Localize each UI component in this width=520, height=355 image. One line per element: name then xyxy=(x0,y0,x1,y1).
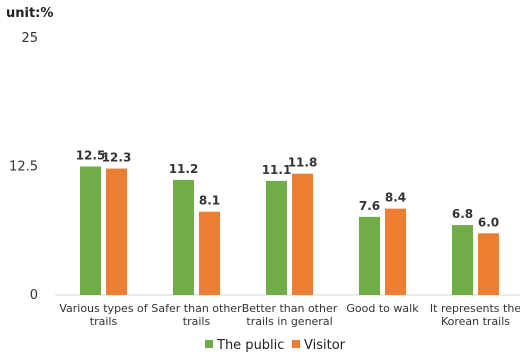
data-label: 8.4 xyxy=(385,191,406,205)
legend-label: The public xyxy=(216,338,284,353)
bar-visitor xyxy=(478,233,499,295)
data-label: 8.1 xyxy=(199,194,220,208)
legend-swatch xyxy=(292,340,300,348)
y-tick-label: 12.5 xyxy=(9,160,38,175)
bar-visitor xyxy=(385,208,406,295)
bar-the-public xyxy=(452,225,473,295)
y-tick-label: 25 xyxy=(21,31,38,46)
legend-label: Visitor xyxy=(304,338,346,353)
bar-visitor xyxy=(199,211,220,295)
data-label: 12.5 xyxy=(76,149,106,163)
category-label: It represents the Korean trails xyxy=(430,302,520,328)
data-label: 11.2 xyxy=(169,162,199,176)
data-label: 11.1 xyxy=(262,163,292,177)
bar-the-public xyxy=(359,216,380,295)
bar-the-public xyxy=(173,179,194,295)
bar-visitor xyxy=(292,173,313,295)
data-label: 6.8 xyxy=(452,207,473,221)
category-label: Various types of trails xyxy=(59,302,148,328)
bars: 12.512.3 11.2 8.1 11.111.8 7.6 8.4 6.8 6.0 xyxy=(76,149,499,295)
bar-the-public xyxy=(266,180,287,295)
unit-label: unit:% xyxy=(6,6,53,21)
legend-swatch xyxy=(205,340,213,348)
y-axis: 0 12.5 25 xyxy=(9,31,520,303)
category-label: Good to walk xyxy=(346,302,419,315)
legend: The public Visitor xyxy=(205,338,346,353)
y-tick-label: 0 xyxy=(30,288,38,303)
category-label: Safer than other trails xyxy=(151,302,242,328)
data-label: 12.3 xyxy=(102,151,132,165)
bar-the-public xyxy=(80,166,101,295)
data-label: 6.0 xyxy=(478,215,499,229)
data-label: 11.8 xyxy=(288,156,318,170)
bar-visitor xyxy=(106,168,127,295)
data-label: 7.6 xyxy=(359,199,380,213)
category-label: Better than other trails in general xyxy=(242,302,338,328)
